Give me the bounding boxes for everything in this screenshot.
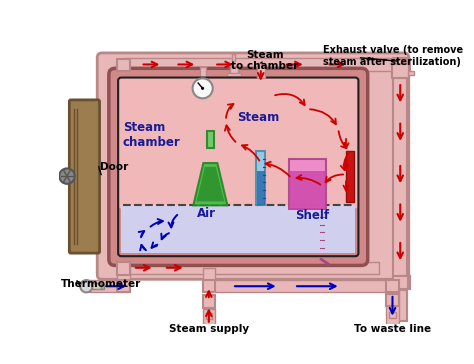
Circle shape <box>192 78 213 98</box>
Circle shape <box>59 169 75 184</box>
Circle shape <box>80 280 92 292</box>
Polygon shape <box>196 167 224 202</box>
Text: Door: Door <box>100 162 128 172</box>
Bar <box>124 262 379 274</box>
Text: Steam supply: Steam supply <box>169 324 249 334</box>
Bar <box>289 159 326 209</box>
Bar <box>390 312 396 318</box>
Bar <box>207 131 214 148</box>
Bar <box>230 67 237 75</box>
Bar <box>121 205 356 253</box>
Bar <box>118 268 130 286</box>
FancyBboxPatch shape <box>118 78 358 209</box>
Bar <box>101 284 104 289</box>
Bar <box>256 151 265 205</box>
Bar <box>214 280 387 292</box>
Bar <box>386 294 399 306</box>
Bar <box>398 59 410 71</box>
Bar <box>202 268 215 286</box>
Circle shape <box>201 87 204 90</box>
Text: Shelf: Shelf <box>296 209 330 222</box>
Bar <box>232 55 235 61</box>
Bar <box>392 64 409 78</box>
Bar <box>346 151 354 202</box>
FancyBboxPatch shape <box>109 68 368 265</box>
Text: Exhaust valve (to remove
steam after sterilization): Exhaust valve (to remove steam after ste… <box>323 45 463 67</box>
Bar <box>400 276 407 290</box>
Bar <box>392 59 408 71</box>
Text: Thermometer: Thermometer <box>61 278 141 289</box>
Bar <box>393 58 407 321</box>
Bar <box>386 286 399 325</box>
Bar <box>118 280 130 292</box>
Text: Steam
to chamber: Steam to chamber <box>231 50 298 71</box>
FancyBboxPatch shape <box>69 100 100 253</box>
FancyBboxPatch shape <box>97 53 409 279</box>
Bar <box>400 59 407 73</box>
Bar <box>124 58 404 71</box>
Bar <box>118 262 130 275</box>
Bar <box>200 67 206 82</box>
Text: To waste line: To waste line <box>354 324 431 334</box>
Bar <box>206 313 212 319</box>
Bar <box>290 171 325 209</box>
Bar <box>386 280 399 292</box>
Text: Steam: Steam <box>237 111 280 124</box>
Bar <box>408 71 414 75</box>
Bar <box>202 280 215 292</box>
Bar <box>202 296 215 308</box>
Bar <box>202 309 215 325</box>
Bar <box>257 171 264 205</box>
Bar <box>227 73 241 76</box>
Bar <box>118 59 130 71</box>
Bar <box>89 280 129 292</box>
Bar <box>92 283 101 289</box>
Text: Air: Air <box>197 207 216 219</box>
Bar <box>257 63 264 78</box>
Bar <box>392 276 408 289</box>
Polygon shape <box>193 163 228 205</box>
Text: Steam
chamber: Steam chamber <box>123 121 181 149</box>
Bar <box>398 276 410 289</box>
